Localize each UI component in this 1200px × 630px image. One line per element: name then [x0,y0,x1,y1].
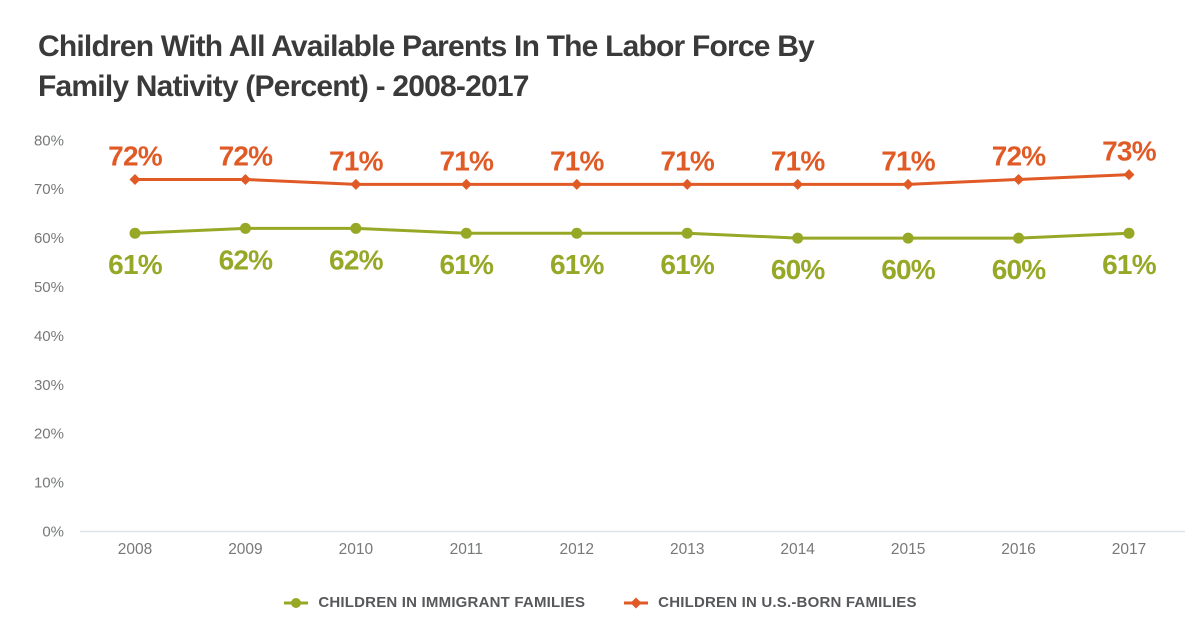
y-axis-tick-label: 40% [34,328,64,345]
chart-title-line2: Family Nativity (Percent) - 2008-2017 [38,70,529,103]
x-axis-tick-label: 2013 [670,541,704,558]
data-point-label: 62% [219,244,274,275]
data-point-label: 71% [771,145,826,176]
x-axis-tick-label: 2017 [1112,541,1146,558]
data-point-marker [239,222,251,234]
data-point-marker [1013,173,1025,185]
data-point-marker [571,227,583,239]
data-point-label: 73% [1102,136,1157,167]
x-axis-tick-label: 2010 [339,541,374,558]
y-axis-tick-label: 70% [34,181,64,198]
x-axis-tick-label: 2015 [891,541,925,558]
data-point-marker [902,178,914,190]
x-axis-tick-label: 2011 [450,541,483,558]
x-axis-tick-label: 2014 [780,541,815,558]
data-point-marker [792,232,804,244]
data-point-label: 61% [440,249,495,280]
y-axis-tick-label: 60% [34,230,64,247]
data-point-marker [129,227,141,239]
data-point-marker [239,173,251,185]
x-axis-tick-label: 2016 [1001,541,1035,558]
data-point-label: 71% [329,145,384,176]
data-point-marker [350,178,362,190]
data-point-marker [1123,227,1135,239]
x-axis-tick-label: 2009 [228,541,262,558]
y-axis-tick-label: 50% [34,279,64,296]
data-point-marker [1123,169,1135,181]
data-point-marker [460,178,472,190]
data-point-label: 71% [660,145,715,176]
legend-marker-diamond [630,597,642,608]
series-line [133,226,1131,240]
data-point-marker [902,232,914,244]
data-point-label: 72% [992,140,1047,171]
x-axis-tick-label: 2012 [560,541,594,558]
y-axis-tick-label: 10% [34,475,64,492]
data-point-label: 61% [1102,249,1157,280]
chart-title-line1: Children With All Available Parents In T… [38,30,815,63]
x-axis-tick-label: 2008 [118,541,152,558]
data-point-marker [129,173,141,185]
data-point-label: 72% [108,140,163,171]
circle-marker-icon [284,597,309,608]
data-point-label: 61% [108,249,163,280]
y-axis-tick-label: 30% [34,377,64,394]
data-point-marker [460,227,472,239]
data-point-marker [1013,232,1025,244]
data-point-label: 60% [992,254,1047,285]
data-point-label: 71% [440,145,495,176]
data-point-marker [681,227,693,239]
data-point-label: 60% [881,254,936,285]
data-point-marker [792,178,804,190]
y-axis-tick-label: 20% [34,426,64,443]
legend-label-usborn-families: CHILDREN IN U.S.-BORN FAMILIES [658,594,917,611]
data-point-label: 72% [219,140,274,171]
y-axis-tick-label: 80% [34,132,64,149]
legend-item-immigrant-families: CHILDREN IN IMMIGRANT FAMILIES [283,594,585,611]
data-point-label: 71% [550,145,605,176]
legend-marker-circle [291,597,302,608]
chart-title: Children With All Available Parents In T… [38,27,815,107]
data-point-marker [571,178,583,190]
legend-label-immigrant-families: CHILDREN IN IMMIGRANT FAMILIES [318,594,586,611]
data-point-label: 61% [550,249,605,280]
data-point-label: 62% [329,244,384,275]
data-point-label: 71% [881,145,936,176]
data-point-label: 61% [660,249,715,280]
y-axis-tick-label: 0% [42,524,64,541]
legend: CHILDREN IN IMMIGRANT FAMILIES CHILDREN … [0,594,1200,611]
data-point-marker [681,178,693,190]
legend-item-usborn-families: CHILDREN IN U.S.-BORN FAMILIES [623,594,917,611]
diamond-marker-icon [624,597,649,608]
data-point-marker [350,222,362,234]
series-line [133,173,1131,186]
data-point-label: 60% [771,254,826,285]
